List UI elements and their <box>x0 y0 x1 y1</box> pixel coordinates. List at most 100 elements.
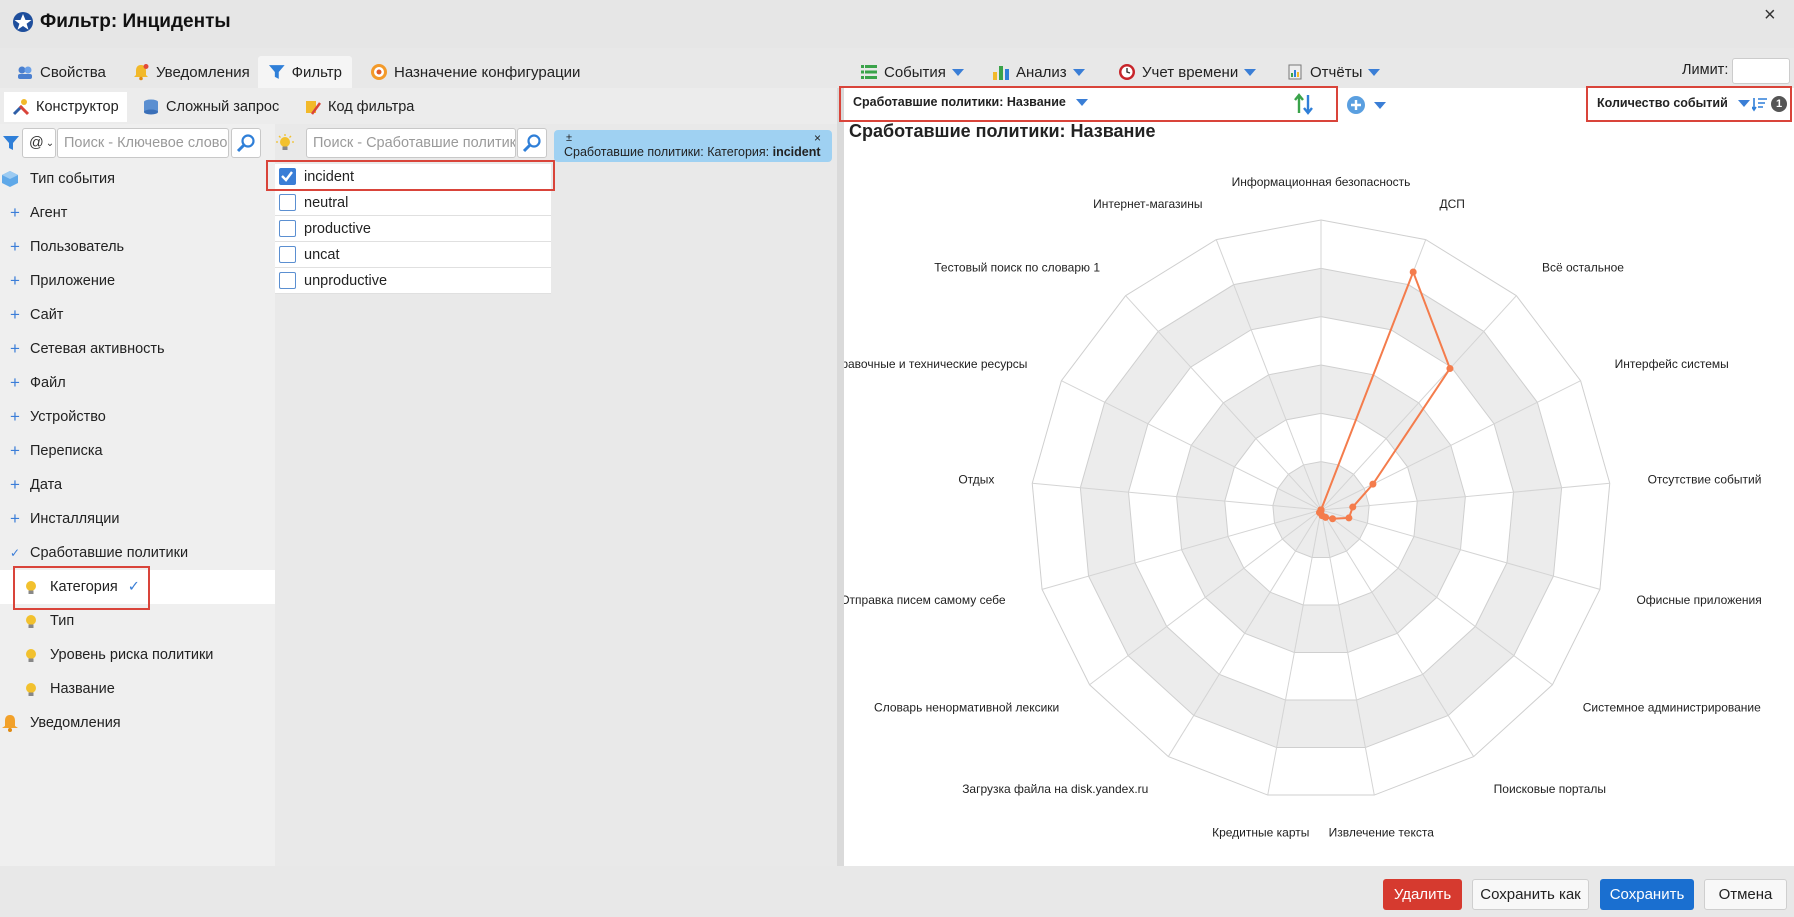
limit-input[interactable] <box>1732 58 1790 84</box>
tree-item[interactable]: + Сетевая активность <box>0 332 275 366</box>
expand-plus-icon[interactable]: + <box>10 441 20 460</box>
tree-item[interactable]: + Пользователь <box>0 230 275 264</box>
category-row[interactable]: incident <box>275 164 551 190</box>
bar-chart-icon <box>993 66 1009 80</box>
category-label: incident <box>304 168 354 185</box>
plus-circle-icon <box>1347 96 1365 114</box>
checkbox-checked[interactable] <box>279 168 296 185</box>
checkbox[interactable] <box>279 220 296 237</box>
delete-button[interactable]: Удалить <box>1383 879 1462 910</box>
tab-properties[interactable]: Свойства <box>6 56 116 88</box>
panel-splitter[interactable] <box>837 88 844 866</box>
subtab-filter-code[interactable]: Код фильтра <box>296 92 422 122</box>
menu-events[interactable]: События <box>850 56 974 88</box>
menu-reports[interactable]: Отчёты <box>1276 56 1390 88</box>
radar-spoke <box>1267 509 1322 796</box>
close-icon[interactable]: × <box>814 131 822 145</box>
category-row[interactable]: uncat <box>275 242 551 268</box>
checkbox[interactable] <box>279 194 296 211</box>
radar-data-point[interactable] <box>1329 515 1337 523</box>
tree-item[interactable]: + Дата <box>0 468 275 502</box>
save-as-button[interactable]: Сохранить как <box>1472 879 1589 910</box>
add-series-button[interactable] <box>1346 95 1386 115</box>
sort-icon[interactable] <box>1752 96 1768 112</box>
chevron-down-icon: ⌄ <box>45 137 55 149</box>
subtab-label: Сложный запрос <box>166 99 280 115</box>
close-icon[interactable]: × <box>1764 4 1776 26</box>
category-row[interactable]: productive <box>275 216 551 242</box>
radar-data-point[interactable] <box>1349 503 1357 511</box>
tree-item[interactable]: + Агент <box>0 196 275 230</box>
tree-child-name[interactable]: Название <box>22 680 115 698</box>
tree-child-type[interactable]: Тип <box>22 612 74 630</box>
chevron-down-icon: ✓ <box>9 546 21 560</box>
tree-label: Тип события <box>30 171 115 187</box>
cancel-button[interactable]: Отмена <box>1704 879 1787 910</box>
chip-value: incident <box>772 145 821 159</box>
tree-item[interactable]: + Переписка <box>0 434 275 468</box>
chart-title: Сработавшие политики: Название <box>849 121 1156 141</box>
group-by-label: Сработавшие политики: Название <box>853 95 1066 109</box>
radar-data-point[interactable] <box>1409 268 1417 276</box>
tree-item[interactable]: + Устройство <box>0 400 275 434</box>
subtab-complex-query[interactable]: Сложный запрос <box>134 92 287 122</box>
chip-toggle-icon[interactable]: ± <box>566 132 573 144</box>
tab-notifications[interactable]: Уведомления <box>122 56 260 88</box>
radar-axis-label: Справочные и технические ресурсы <box>844 357 1027 371</box>
save-button[interactable]: Сохранить <box>1600 879 1694 910</box>
funnel-icon[interactable] <box>2 134 20 152</box>
radar-spoke <box>1032 482 1322 511</box>
menu-label: Учет времени <box>1142 63 1239 81</box>
radar-axis-label: Загрузка файла на disk.yandex.ru <box>962 782 1148 796</box>
expand-plus-icon[interactable]: + <box>10 237 20 256</box>
search-button[interactable] <box>231 128 261 158</box>
category-row[interactable]: unproductive <box>275 268 551 294</box>
tree-root-event-type[interactable]: Тип события <box>0 162 275 196</box>
metric-select[interactable]: Количество событий <box>1597 96 1750 110</box>
bulb-icon <box>276 134 294 150</box>
sort-count-badge: 1 <box>1771 96 1787 112</box>
tree-child-risk-level[interactable]: Уровень риска политики <box>22 646 213 664</box>
keyword-search-input[interactable]: Поиск - Ключевое слово <box>57 128 229 158</box>
menu-time-tracking[interactable]: Учет времени <box>1108 56 1266 88</box>
expand-plus-icon[interactable]: + <box>10 407 20 426</box>
tab-filter[interactable]: Фильтр <box>258 56 352 88</box>
search-button[interactable] <box>517 128 547 158</box>
radar-spoke <box>1215 239 1322 511</box>
target-icon <box>371 64 387 80</box>
tree-item[interactable]: + Файл <box>0 366 275 400</box>
policies-search-input[interactable]: Поиск - Сработавшие политики <box>306 128 516 158</box>
search-mode-select[interactable]: @ ⌄ <box>22 128 56 158</box>
tree-item[interactable]: + Приложение <box>0 264 275 298</box>
tree-child-category[interactable]: Категория ✓ <box>22 578 140 596</box>
radar-axis-label: Информационная безопасность <box>1232 175 1411 189</box>
subtab-constructor[interactable]: Конструктор <box>4 92 127 122</box>
swap-sort-icon[interactable] <box>1294 93 1314 115</box>
radar-data-point[interactable] <box>1446 365 1454 373</box>
group-by-select[interactable]: Сработавшие политики: Название <box>853 95 1088 109</box>
tree-label: Агент <box>30 205 68 221</box>
category-row[interactable]: neutral <box>275 190 551 216</box>
tree-item[interactable]: + Инсталляции <box>0 502 275 536</box>
tree-item[interactable]: + Сайт <box>0 298 275 332</box>
category-label: uncat <box>304 246 340 263</box>
checkbox[interactable] <box>279 272 296 289</box>
expand-plus-icon[interactable]: + <box>10 203 20 222</box>
filter-chip[interactable]: ± Сработавшие политики: Категория: incid… <box>554 130 832 162</box>
checkbox[interactable] <box>279 246 296 263</box>
radar-data-point[interactable] <box>1317 506 1325 514</box>
menu-analysis[interactable]: Анализ <box>982 56 1095 88</box>
radar-data-point[interactable] <box>1345 514 1353 522</box>
expand-plus-icon[interactable]: + <box>10 339 20 358</box>
radar-data-point[interactable] <box>1369 480 1377 488</box>
menu-label: Отчёты <box>1310 63 1363 81</box>
bell-icon <box>134 64 149 81</box>
tab-config-assignment[interactable]: Назначение конфигурации <box>360 56 590 88</box>
expand-plus-icon[interactable]: + <box>10 373 20 392</box>
expand-plus-icon[interactable]: + <box>10 475 20 494</box>
tree-item-notifications[interactable]: Уведомления <box>0 706 275 740</box>
expand-plus-icon[interactable]: + <box>10 305 20 324</box>
expand-plus-icon[interactable]: + <box>10 271 20 290</box>
expand-plus-icon[interactable]: + <box>10 509 20 528</box>
tree-item-triggered-policies[interactable]: ✓ Сработавшие политики <box>0 536 275 570</box>
